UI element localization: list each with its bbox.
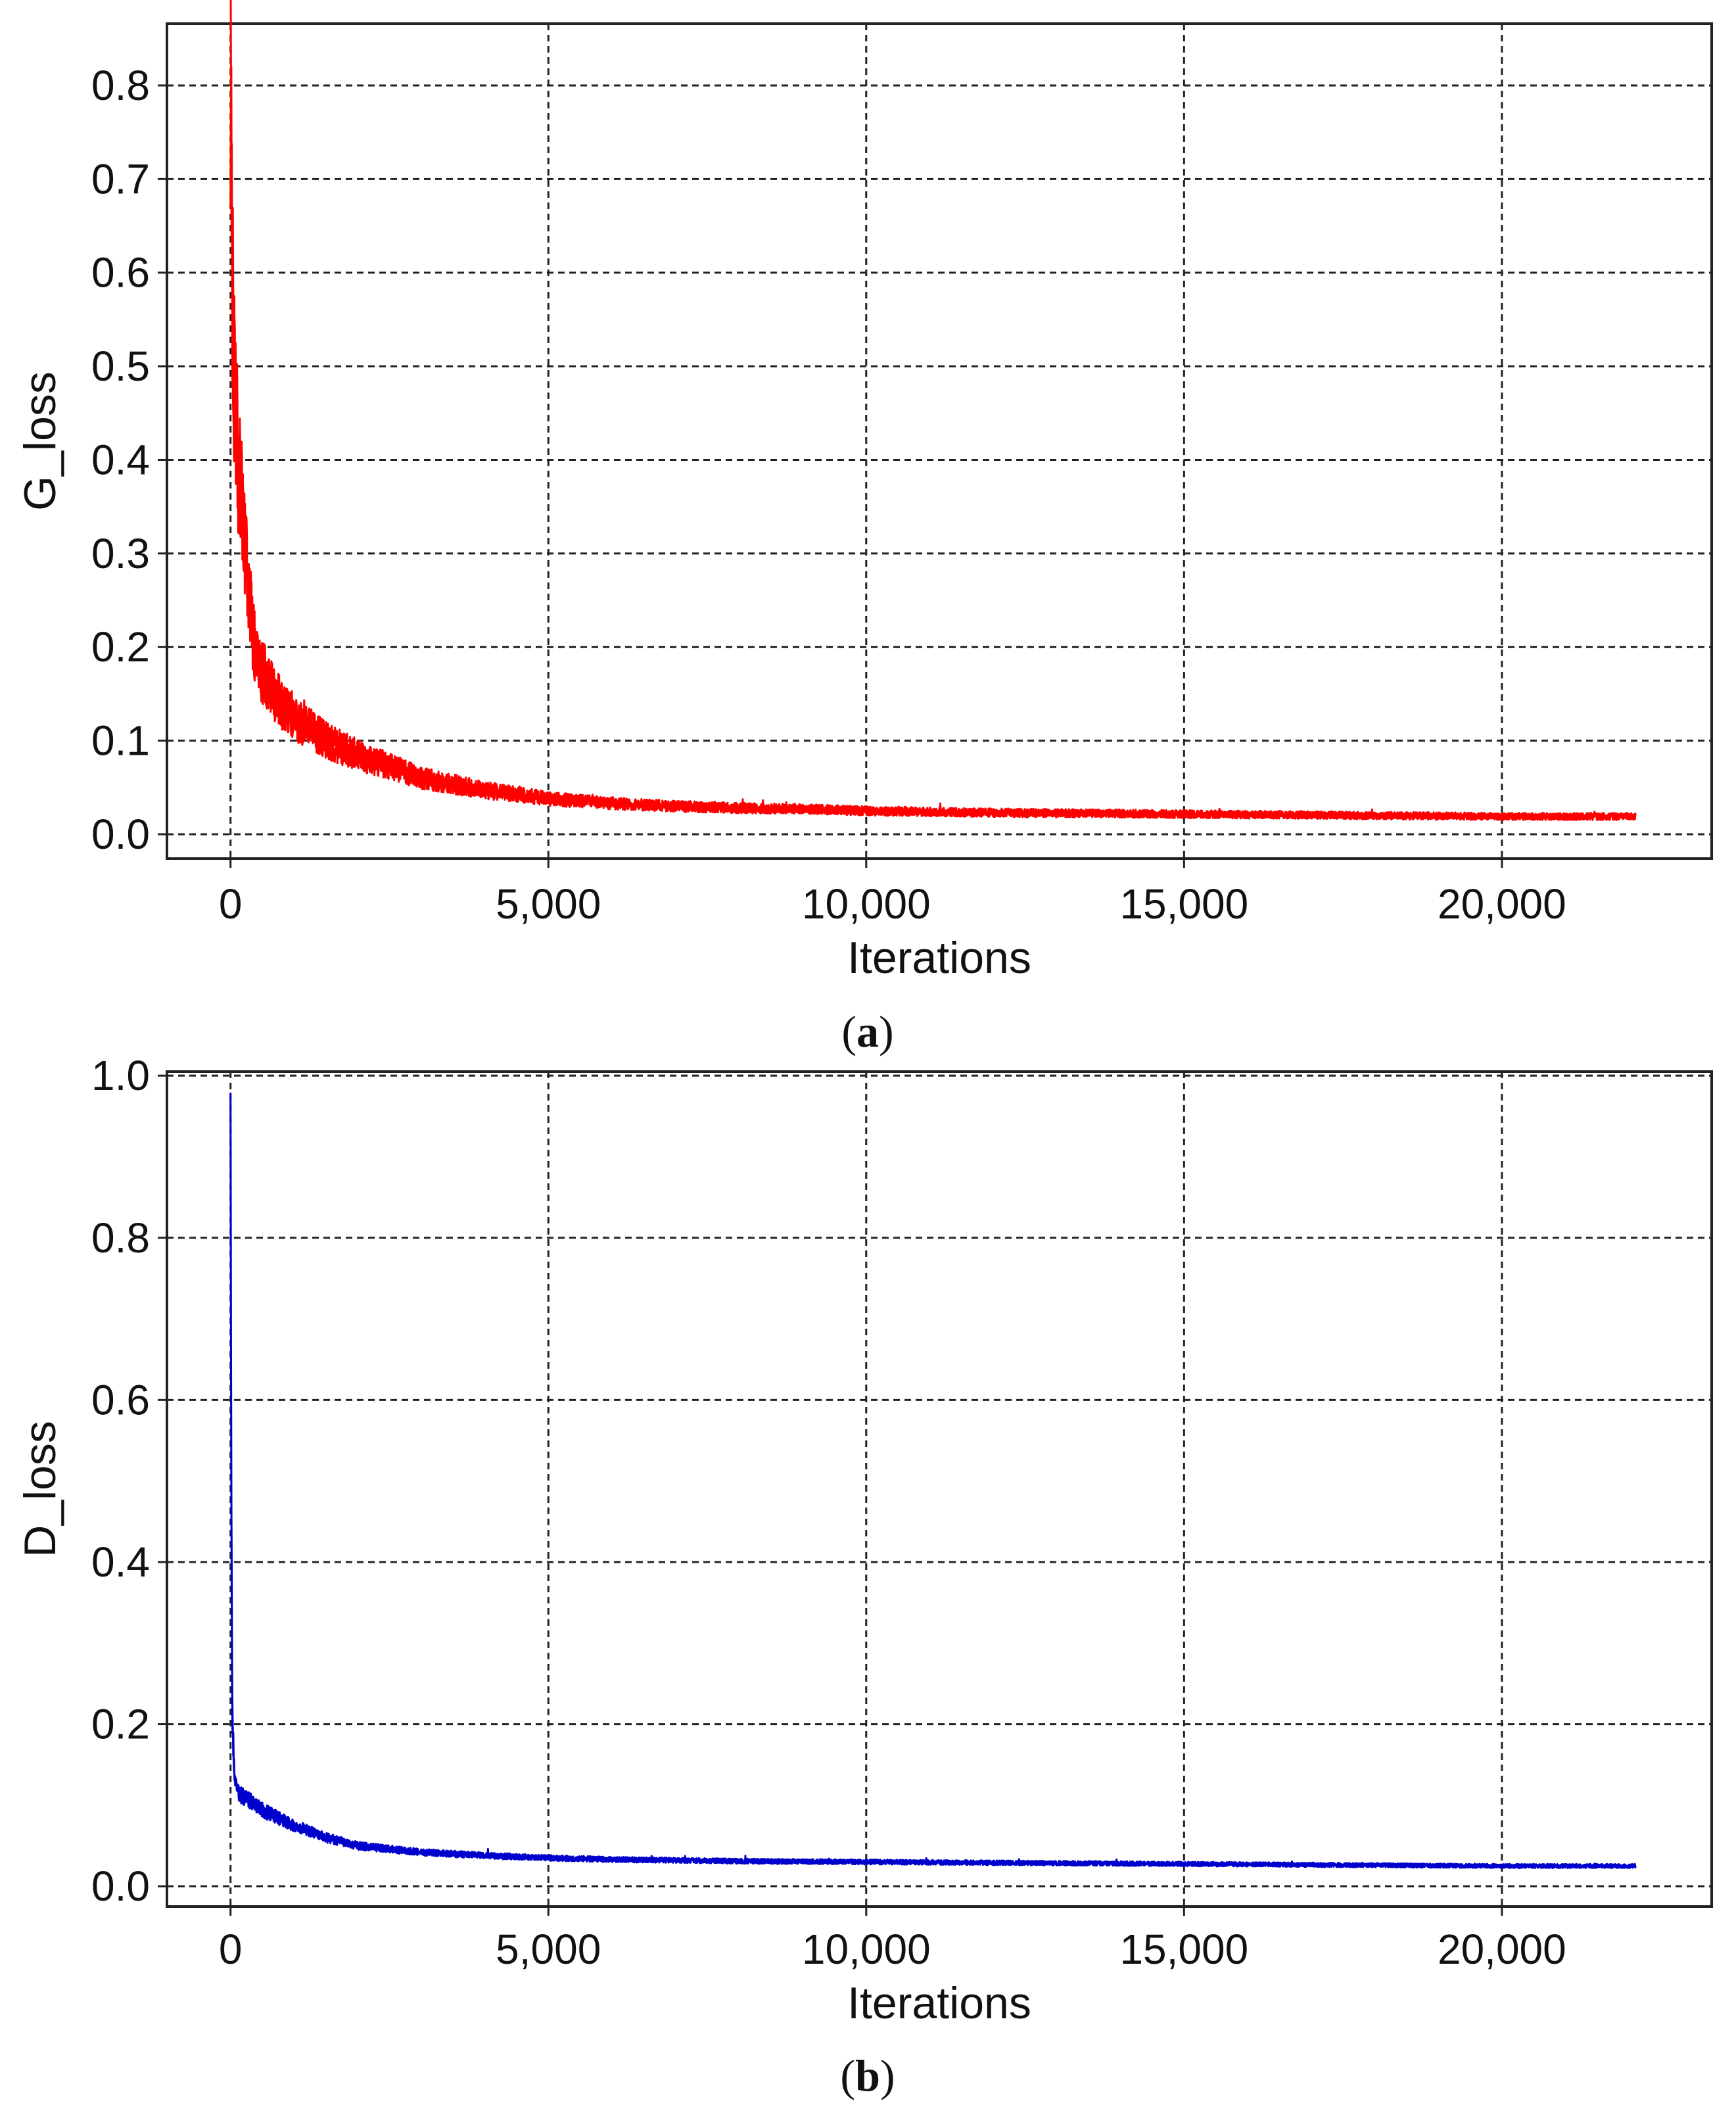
panel-b-grid — [167, 1072, 1712, 1907]
panel-b-y-tick-label: 1.0 — [91, 1052, 150, 1099]
panel-a-y-tick-label: 0.0 — [91, 811, 150, 858]
panel-b-x-tick-label: 0 — [219, 1926, 243, 1973]
panel-a-y-tick-label: 0.1 — [91, 717, 150, 765]
panel-b-caption-letter: b — [855, 2051, 880, 2100]
panel-a-y-tick-label: 0.8 — [91, 62, 150, 109]
panel-a-g-loss-line — [229, 0, 1637, 821]
panel-a-y-axis-title: G_loss — [15, 371, 65, 511]
panel-b-y-tick-label: 0.2 — [91, 1701, 150, 1748]
panel-a-y-tick-label: 0.5 — [91, 343, 150, 390]
panel-a-x-tick-label: 5,000 — [496, 880, 601, 928]
panel-a-y-tick-labels: 0.0 0.1 0.2 0.3 0.4 0.5 0.6 0.7 0.8 — [91, 62, 150, 858]
panel-b-x-tick-label: 15,000 — [1119, 1926, 1248, 1973]
panel-a-caption: (a) — [841, 1007, 893, 1056]
panel-a-chart: 0.0 0.1 0.2 0.3 0.4 0.5 0.6 0.7 0.8 0 5,000 10,000… — [15, 0, 1713, 1056]
panel-a-x-tick-label: 0 — [219, 880, 243, 928]
panel-b-x-tick-labels: 0 5,000 10,000 15,000 20,000 — [219, 1926, 1566, 1973]
panel-a-x-tick-label: 20,000 — [1438, 880, 1566, 928]
panel-a-y-tick-label: 0.4 — [91, 436, 150, 483]
panel-b-y-tick-label: 0.4 — [91, 1538, 150, 1586]
panel-b-x-tick-label: 5,000 — [496, 1926, 601, 1973]
panel-b-x-axis-title: Iterations — [847, 1978, 1031, 2028]
panel-b-d-loss-line — [229, 1092, 1637, 1869]
panel-a-y-tick-label: 0.6 — [91, 249, 150, 296]
panel-b-plot-frame — [166, 1070, 1713, 1908]
panel-b-x-tick-label: 10,000 — [802, 1926, 931, 1973]
panel-a-x-axis-title: Iterations — [847, 933, 1031, 983]
panel-b-y-tick-labels: 0.0 0.2 0.4 0.6 0.8 1.0 — [91, 1052, 150, 1910]
panel-b-ticks — [158, 1074, 1503, 1916]
panel-b-x-tick-label: 20,000 — [1438, 1926, 1566, 1973]
panel-b-y-tick-label: 0.0 — [91, 1862, 150, 1910]
panel-a-y-tick-label: 0.7 — [91, 155, 150, 202]
panel-b-chart: 0.0 0.2 0.4 0.6 0.8 1.0 0 5,000 10,000 15,000 20,… — [15, 1052, 1713, 2100]
panel-b-caption: (b) — [840, 2051, 895, 2100]
panel-a-ticks — [158, 84, 1503, 868]
panel-a-grid — [167, 24, 1712, 859]
panel-a-y-tick-label: 0.2 — [91, 623, 150, 671]
panel-a-caption-letter: a — [856, 1007, 879, 1056]
panel-b-y-tick-label: 0.6 — [91, 1376, 150, 1423]
panel-a-x-tick-label: 15,000 — [1119, 880, 1248, 928]
panel-a-plot-frame — [166, 22, 1713, 860]
panel-b-y-axis-title: D_loss — [15, 1421, 65, 1557]
panel-a-x-tick-labels: 0 5,000 10,000 15,000 20,000 — [219, 880, 1566, 928]
panel-b-y-tick-label: 0.8 — [91, 1214, 150, 1262]
panel-a-x-tick-label: 10,000 — [802, 880, 931, 928]
panel-a-y-tick-label: 0.3 — [91, 530, 150, 577]
